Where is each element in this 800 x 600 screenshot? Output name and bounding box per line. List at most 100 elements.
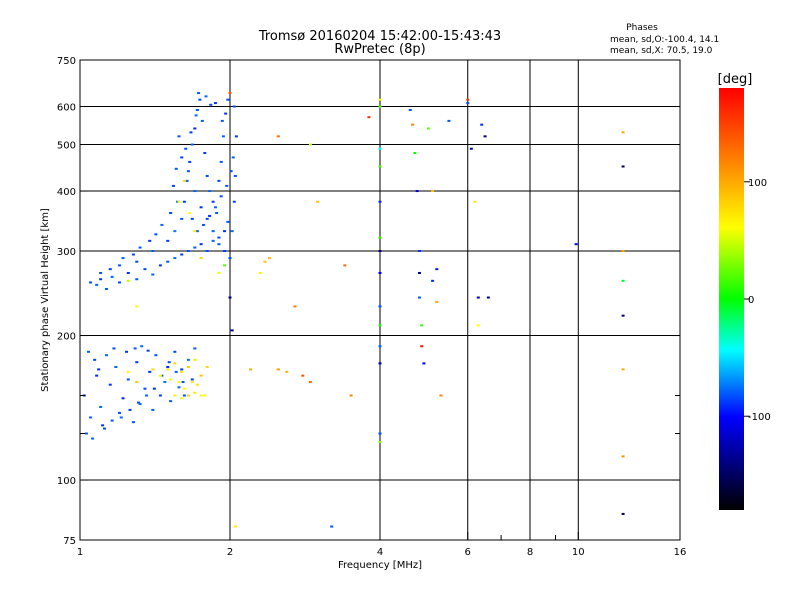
echo-point bbox=[415, 190, 419, 193]
echo-point bbox=[148, 239, 152, 242]
echo-point bbox=[378, 362, 382, 365]
colorbar-ticks: 100 0 -100 bbox=[744, 178, 771, 423]
x-tick-label: 16 bbox=[674, 547, 687, 558]
echo-point bbox=[226, 98, 230, 101]
echo-point bbox=[148, 370, 152, 373]
x-tick-label: 1 bbox=[77, 547, 83, 558]
echo-point bbox=[205, 217, 209, 220]
echo-point bbox=[154, 233, 158, 236]
echo-point bbox=[86, 350, 90, 353]
echo-point bbox=[97, 368, 101, 371]
echo-point bbox=[378, 200, 382, 203]
y-tick-label: 300 bbox=[57, 247, 76, 258]
echo-point bbox=[234, 135, 238, 138]
y-tick-label: 75 bbox=[63, 536, 76, 547]
stats-x-mode: mean, sd,X: 70.5, 19.0 bbox=[610, 46, 713, 56]
echo-point bbox=[108, 383, 112, 386]
echo-point bbox=[182, 200, 186, 203]
echo-point bbox=[208, 190, 212, 193]
echo-point bbox=[190, 378, 194, 381]
echo-point bbox=[193, 127, 197, 130]
echo-point bbox=[483, 135, 487, 138]
echo-point bbox=[221, 135, 225, 138]
echo-point bbox=[224, 112, 228, 115]
echo-point bbox=[173, 362, 177, 365]
echo-point bbox=[185, 179, 189, 182]
echo-point bbox=[188, 160, 192, 163]
echo-point bbox=[420, 345, 424, 348]
echo-point bbox=[180, 368, 184, 371]
echo-point bbox=[190, 381, 194, 384]
echo-point bbox=[184, 147, 188, 150]
echo-point bbox=[112, 347, 116, 350]
x-axis-label: Frequency [MHz] bbox=[338, 560, 422, 571]
echo-point bbox=[378, 345, 382, 348]
echo-point bbox=[143, 268, 147, 271]
echo-point bbox=[223, 250, 227, 253]
echo-point bbox=[166, 365, 170, 368]
echo-point bbox=[91, 437, 95, 440]
echo-point bbox=[133, 347, 137, 350]
echo-point bbox=[152, 387, 156, 390]
echo-point bbox=[180, 217, 184, 220]
echo-point bbox=[95, 374, 99, 377]
colorbar-tick-label: -100 bbox=[748, 412, 771, 423]
echo-point bbox=[110, 275, 114, 278]
echo-point bbox=[220, 119, 224, 122]
echo-point bbox=[104, 288, 108, 291]
echo-point bbox=[431, 279, 435, 282]
colorbar-label: [deg] bbox=[718, 72, 753, 87]
echo-point bbox=[128, 408, 132, 411]
echo-point bbox=[169, 378, 173, 381]
echo-point bbox=[223, 264, 227, 267]
echo-point bbox=[131, 421, 135, 424]
echo-point bbox=[84, 432, 88, 435]
echo-point bbox=[158, 394, 162, 397]
echo-point bbox=[231, 156, 235, 159]
y-tick-label: 100 bbox=[57, 476, 76, 487]
echo-point bbox=[126, 370, 130, 373]
echo-point bbox=[219, 195, 223, 198]
echo-point bbox=[480, 123, 484, 126]
echo-point bbox=[228, 92, 232, 95]
echo-point bbox=[378, 147, 382, 150]
x-tick-label: 2 bbox=[227, 547, 233, 558]
echo-point bbox=[93, 358, 97, 361]
echo-point bbox=[211, 200, 215, 203]
y-tick-label: 750 bbox=[57, 56, 76, 67]
echo-point bbox=[621, 368, 625, 371]
y-axis-label: Stationary phase Virtual Height [km] bbox=[40, 208, 51, 392]
echo-point bbox=[378, 165, 382, 168]
y-axis-ticks: 75 100 200 300 400 500 600 750 bbox=[57, 56, 680, 547]
echo-point bbox=[621, 279, 625, 282]
echo-point bbox=[225, 184, 229, 187]
echo-point bbox=[349, 394, 353, 397]
echo-point bbox=[203, 394, 207, 397]
x-tick-label: 6 bbox=[465, 547, 471, 558]
echo-point bbox=[233, 174, 237, 177]
echo-point bbox=[117, 281, 121, 284]
echo-point bbox=[417, 271, 421, 274]
echo-point bbox=[154, 354, 158, 357]
echo-point bbox=[232, 200, 236, 203]
echo-point bbox=[621, 512, 625, 515]
data-points bbox=[82, 92, 625, 528]
echo-point bbox=[136, 401, 140, 404]
echo-point bbox=[180, 253, 184, 256]
echo-point bbox=[420, 324, 424, 327]
echo-point bbox=[89, 281, 93, 284]
echo-point bbox=[378, 305, 382, 308]
echo-point bbox=[466, 98, 470, 101]
echo-point bbox=[110, 419, 114, 422]
echo-point bbox=[199, 206, 203, 209]
echo-point bbox=[263, 260, 267, 263]
echo-point bbox=[177, 200, 181, 203]
y-tick-label: 200 bbox=[57, 332, 76, 343]
echo-point bbox=[343, 264, 347, 267]
echo-point bbox=[422, 362, 426, 365]
echo-point bbox=[151, 250, 155, 253]
echo-point bbox=[276, 135, 280, 138]
echo-point bbox=[258, 271, 262, 274]
echo-point bbox=[166, 368, 170, 371]
echo-point bbox=[211, 230, 215, 233]
